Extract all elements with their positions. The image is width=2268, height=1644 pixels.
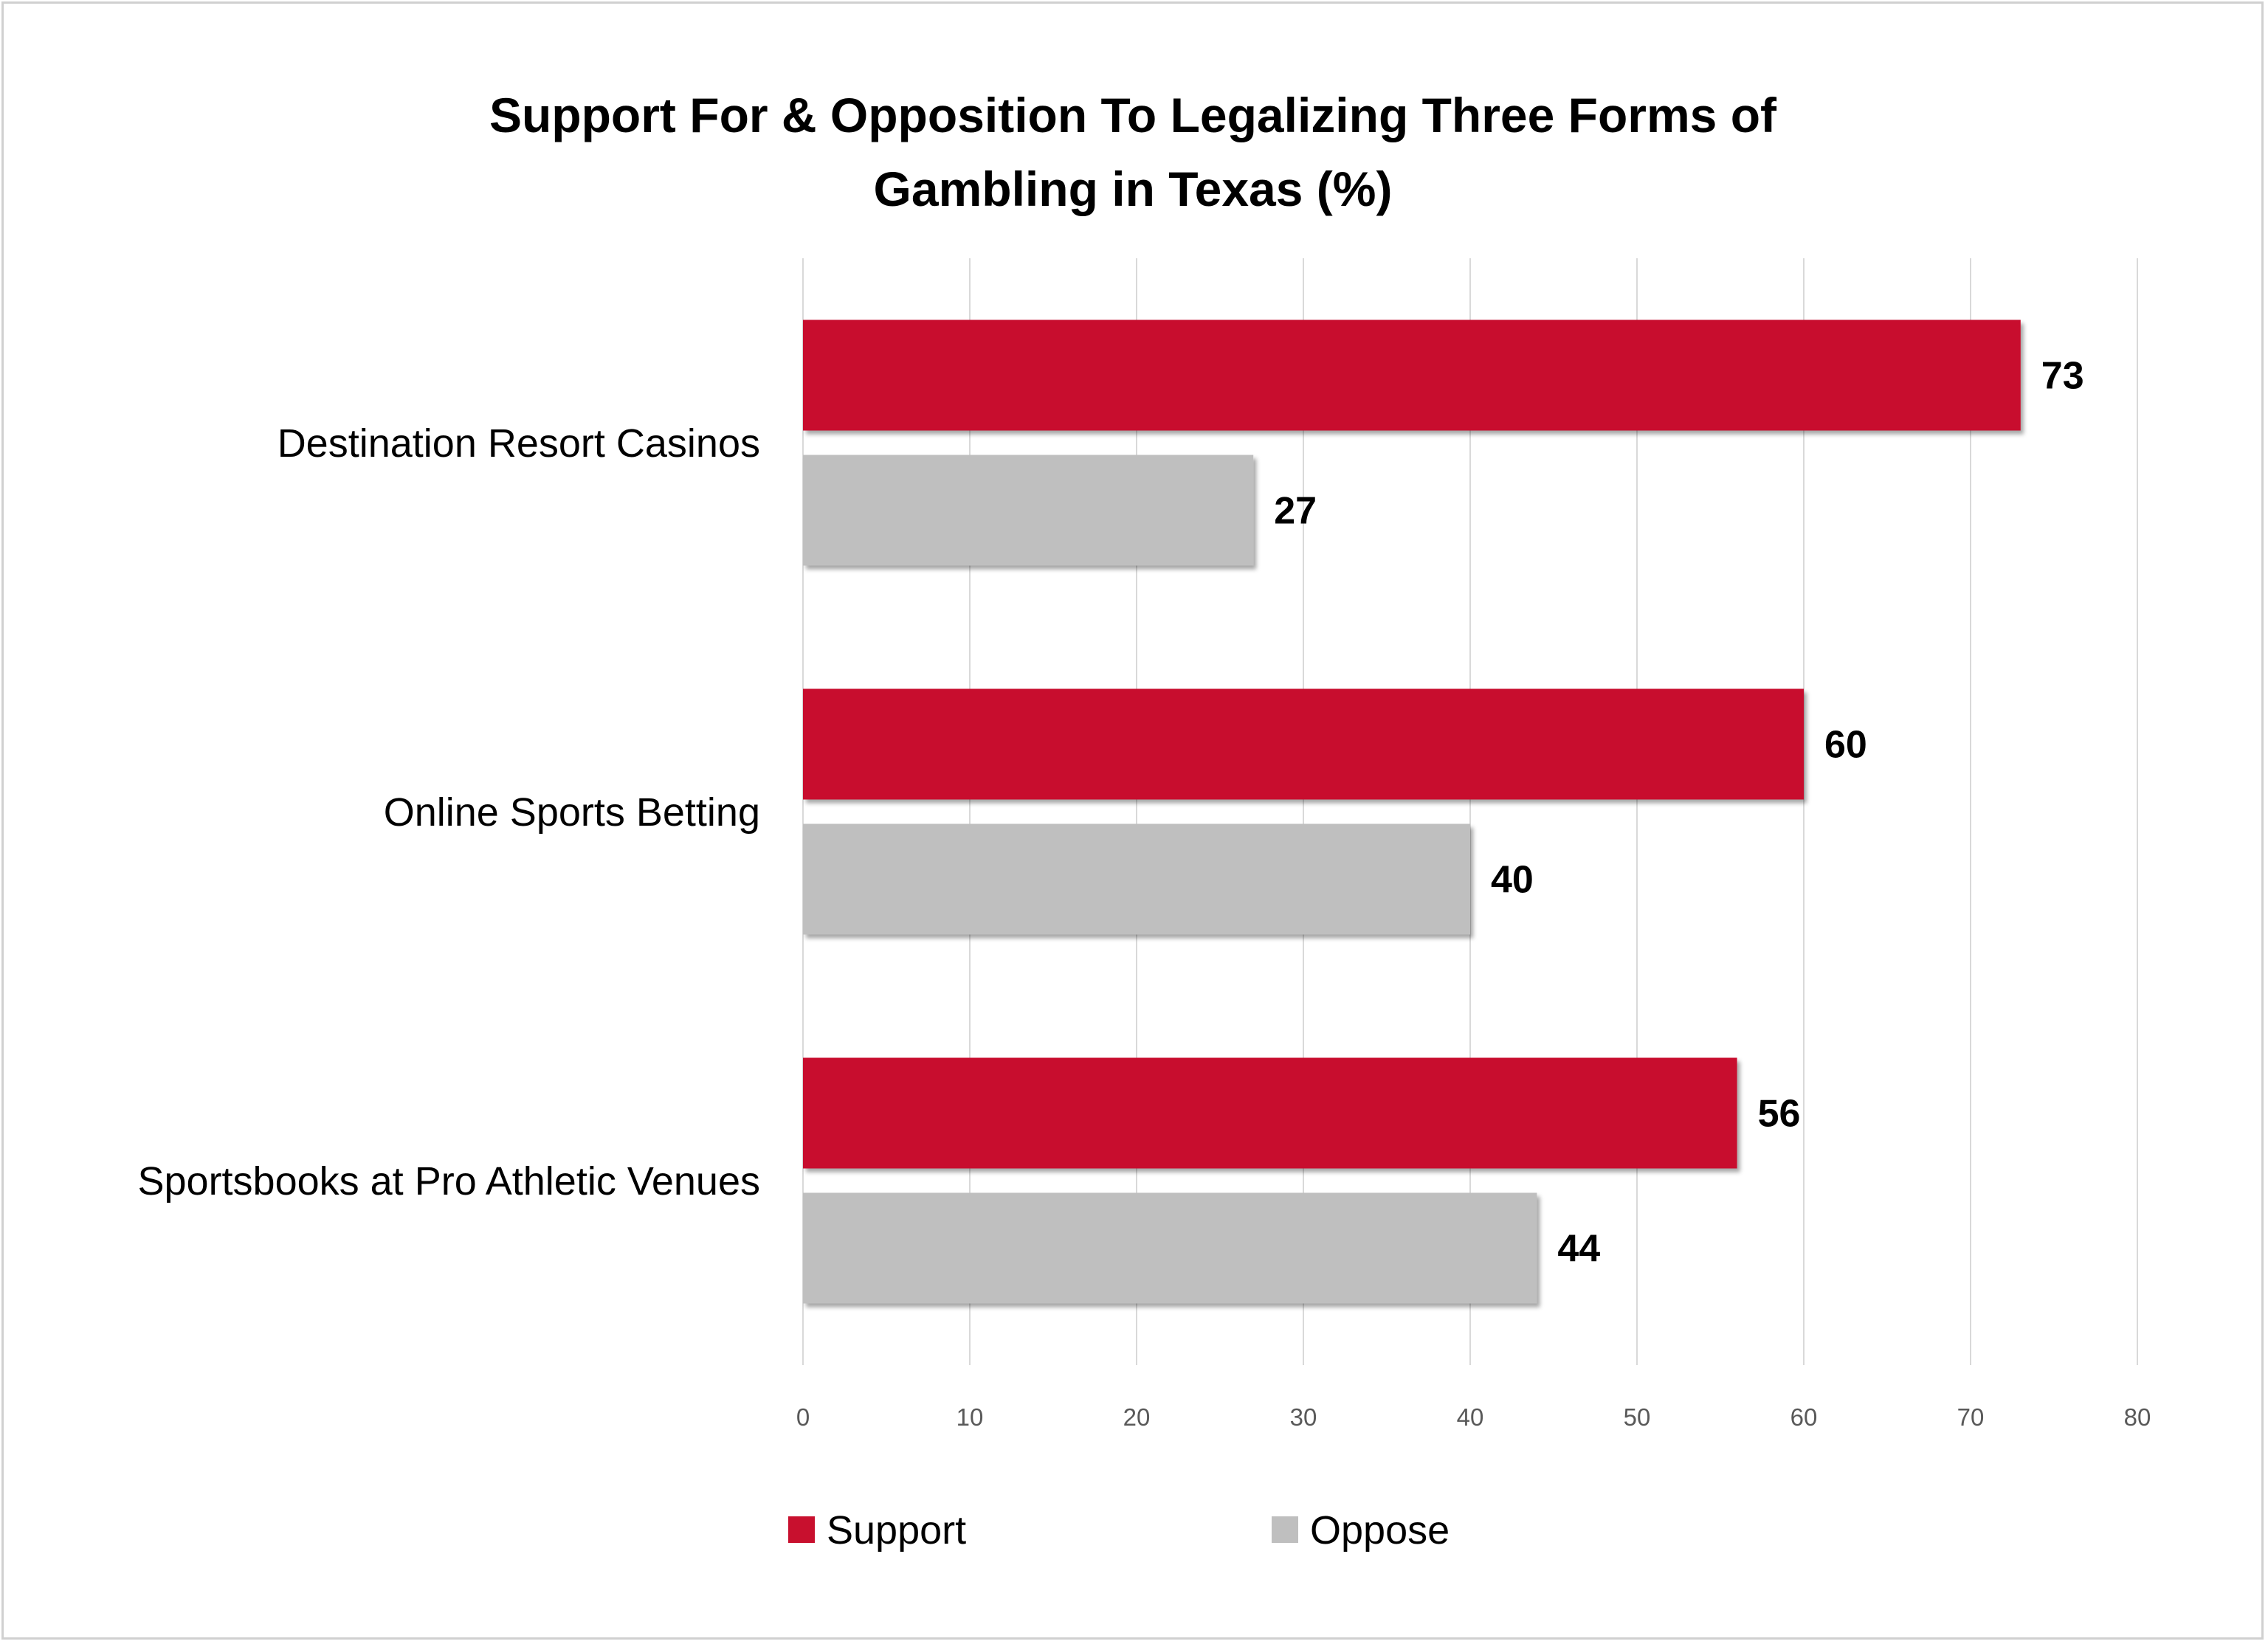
bar-chart: Support For & Opposition To Legalizing T… <box>137 88 2151 1553</box>
category-label-2: Online Sports Betting <box>384 790 760 835</box>
legend: Support Oppose <box>788 1508 1450 1553</box>
bar-oppose-3 <box>803 1192 1537 1304</box>
x-tick-label-50: 50 <box>1624 1403 1651 1431</box>
chart-title: Support For & Opposition To Legalizing T… <box>489 88 1777 216</box>
category-labels: Destination Resort Casinos Online Sports … <box>137 421 760 1203</box>
chart-title-line-1: Support For & Opposition To Legalizing T… <box>489 88 1777 142</box>
chart-title-line-2: Gambling in Texas (%) <box>874 162 1393 216</box>
data-label-support-2: 60 <box>1824 724 1867 767</box>
x-tick-label-80: 80 <box>2124 1403 2151 1431</box>
x-tick-label-60: 60 <box>1790 1403 1818 1431</box>
x-tick-label-20: 20 <box>1123 1403 1151 1431</box>
legend-label-support: Support <box>827 1508 966 1553</box>
x-tick-label-30: 30 <box>1290 1403 1317 1431</box>
legend-swatch-support <box>788 1516 815 1543</box>
data-label-oppose-3: 44 <box>1557 1228 1600 1271</box>
data-label-oppose-2: 40 <box>1491 859 1534 902</box>
x-tick-label-10: 10 <box>957 1403 984 1431</box>
category-label-1: Destination Resort Casinos <box>278 421 760 466</box>
legend-label-oppose: Oppose <box>1310 1508 1450 1553</box>
x-axis-ticks: 0 10 20 30 40 50 60 70 80 <box>796 1403 2151 1431</box>
x-tick-label-70: 70 <box>1957 1403 1985 1431</box>
data-labels: 73 27 60 40 56 44 <box>1274 355 2083 1271</box>
bar-support-2 <box>803 688 1804 800</box>
data-label-support-3: 56 <box>1758 1093 1801 1136</box>
x-tick-label-40: 40 <box>1457 1403 1484 1431</box>
bar-support-1 <box>803 320 2021 431</box>
category-label-3: Sportsbooks at Pro Athletic Venues <box>137 1159 760 1203</box>
bars <box>803 320 2021 1304</box>
bar-oppose-1 <box>803 455 1254 566</box>
legend-swatch-oppose <box>1272 1516 1298 1543</box>
x-tick-label-0: 0 <box>796 1403 810 1431</box>
data-label-oppose-1: 27 <box>1274 490 1317 533</box>
bar-oppose-2 <box>803 823 1470 935</box>
gridlines <box>802 258 2138 1365</box>
bar-support-3 <box>803 1057 1737 1169</box>
data-label-support-1: 73 <box>2041 355 2084 398</box>
